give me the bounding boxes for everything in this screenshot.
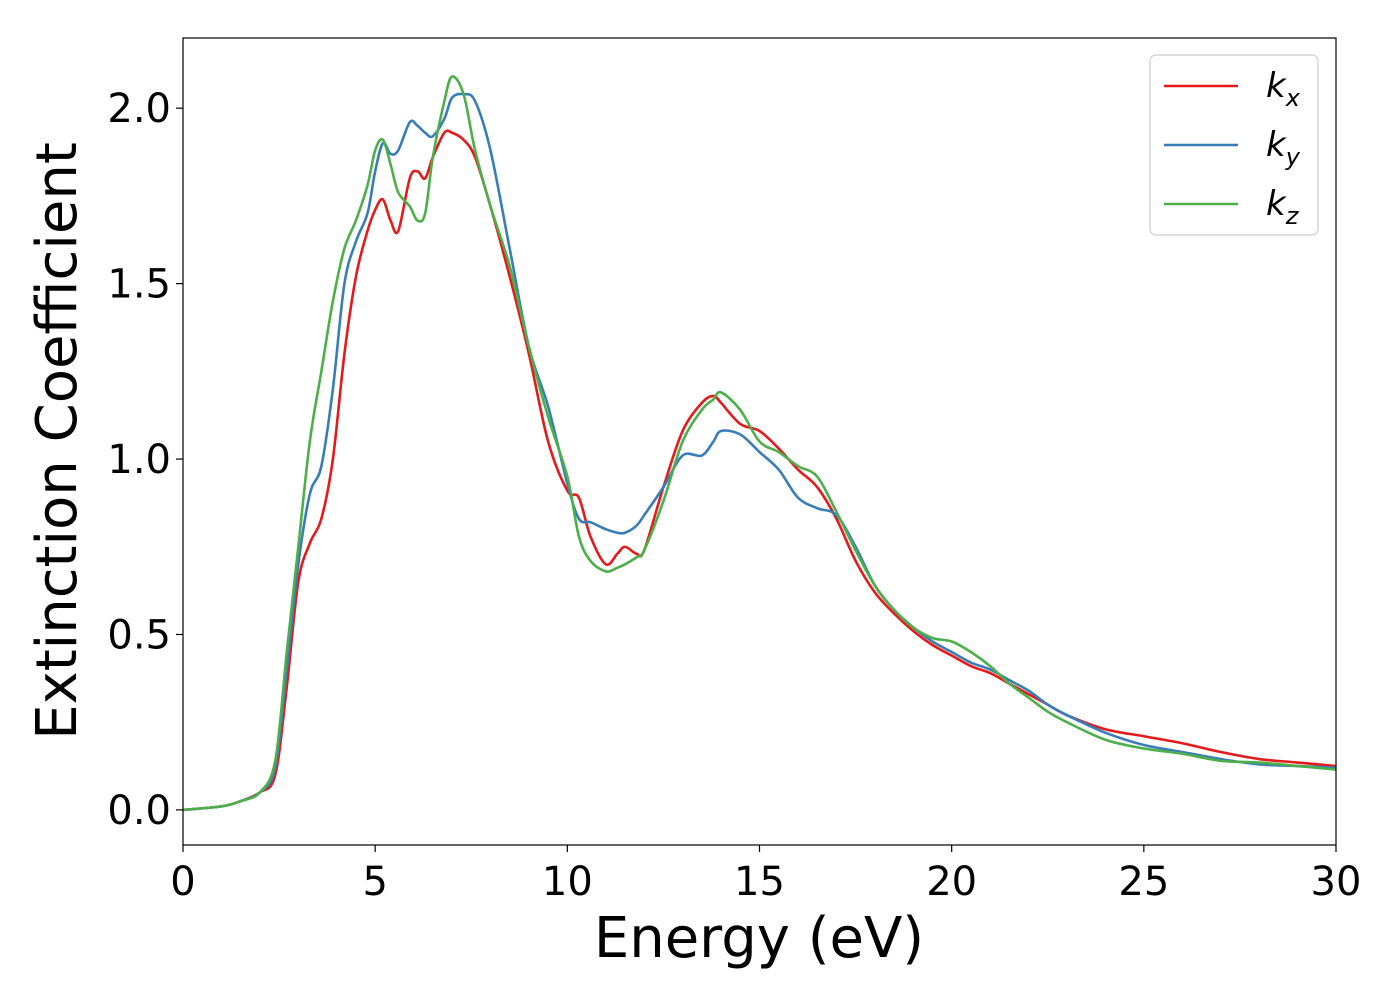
series-line-y	[183, 92, 1336, 812]
x-tick-label: 0	[170, 859, 195, 905]
x-axis: 0 5 10 15 20 25 30	[170, 845, 1361, 905]
x-tick-label: 25	[1118, 859, 1169, 905]
legend: kx ky kz	[1149, 54, 1319, 236]
legend-label-x: kx	[1266, 66, 1301, 112]
y-tick-label: 0.5	[107, 612, 171, 658]
x-tick-label: 30	[1311, 859, 1362, 905]
y-axis-title: Extinction Coefficient	[25, 142, 90, 740]
y-tick-label: 2.0	[107, 86, 171, 132]
y-tick-label: 0.0	[107, 788, 171, 834]
legend-items: kx ky kz	[1164, 66, 1301, 230]
y-axis: 0.0 0.5 1.0 1.5 2.0	[107, 86, 183, 834]
x-tick-label: 15	[734, 859, 785, 905]
series-layer	[183, 75, 1336, 812]
x-tick-label: 20	[926, 859, 977, 905]
x-axis-title: Energy (eV)	[594, 906, 924, 971]
y-tick-label: 1.0	[107, 437, 171, 483]
legend-label-y: ky	[1266, 125, 1301, 171]
series-line-z	[183, 75, 1336, 812]
y-tick-label: 1.5	[107, 262, 171, 308]
legend-label-z: kz	[1266, 184, 1300, 230]
x-tick-label: 5	[362, 859, 387, 905]
series-line-x	[183, 129, 1336, 812]
x-tick-label: 10	[542, 859, 593, 905]
